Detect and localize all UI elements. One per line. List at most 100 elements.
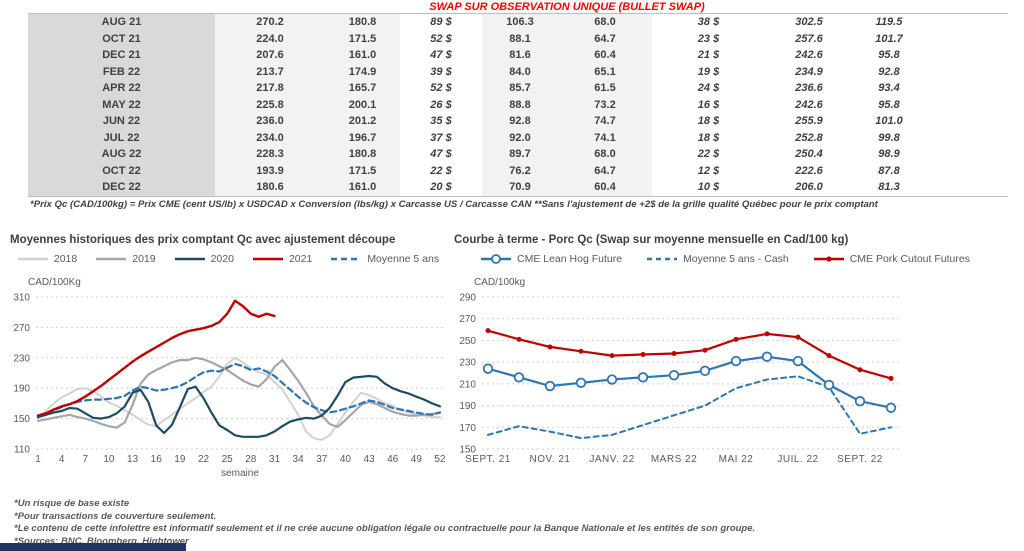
value-cell: 119.5 <box>875 16 903 28</box>
svg-text:25: 25 <box>222 454 234 465</box>
svg-text:43: 43 <box>363 454 375 465</box>
svg-text:CAD/100Kg: CAD/100Kg <box>28 277 81 288</box>
data-point <box>857 367 863 373</box>
value-cell: 106.3 <box>482 13 558 31</box>
value-cell: 270.2 <box>215 13 325 31</box>
legend-label: 2020 <box>210 253 234 265</box>
data-point <box>792 355 804 367</box>
value-cell: 64.7 <box>558 162 652 179</box>
data-point <box>671 350 677 356</box>
value-cell: 213.7 <box>215 63 325 80</box>
value-cell: 99.8 <box>878 131 900 144</box>
legend-item-cme-lean-hog-future: CME Lean Hog Future <box>480 253 622 265</box>
data-point <box>482 363 494 374</box>
footnotes-block: *Un risque de base existe *Pour transact… <box>14 498 755 548</box>
month-cell: MAY 22 <box>28 96 215 113</box>
month-cell: OCT 22 <box>28 162 215 179</box>
legend-label: 2021 <box>288 253 313 265</box>
value-cell <box>925 130 1008 147</box>
legend-label: 2018 <box>53 253 78 265</box>
value-cell: 234.9 <box>795 65 823 78</box>
historical-chart-canvas: 110 150 190 230 270 310 1 4 7 10 13 16 19 22 25 28 31 34 3… <box>13 277 446 479</box>
value-cell <box>925 146 1008 163</box>
table-row: AUG 22 228.3 180.8 47 $ 89.7 68.0 22 $ 250.4 98.… <box>28 146 1008 163</box>
legend-line-swatch <box>17 257 48 261</box>
value-cell: 16 $ <box>697 98 720 111</box>
value-cell: 161.0 <box>325 47 400 64</box>
value-cell: 180.8 <box>325 13 400 31</box>
data-point <box>826 353 832 359</box>
footer-accent-bar <box>0 543 186 551</box>
month-cell: AUG 22 <box>28 146 215 163</box>
data-point <box>733 336 739 342</box>
data-point <box>575 377 587 388</box>
value-cell: 60.4 <box>558 47 652 64</box>
table-row: DEC 22 180.6 161.0 20 $ 70.9 60.4 10 $ 206.0 81.… <box>28 179 1008 196</box>
data-point <box>485 328 491 334</box>
value-cell: 60.4 <box>558 179 652 196</box>
value-cell: 228.3 <box>215 146 325 163</box>
series-line-2021 <box>36 299 276 417</box>
value-cell: 68.0 <box>558 146 652 163</box>
legend-label: Moyenne 5 ans - Cash <box>683 253 789 265</box>
svg-text:19: 19 <box>174 454 186 465</box>
value-cell: 65.1 <box>558 63 652 80</box>
value-cell: 252.8 <box>795 131 823 144</box>
value-cell: 257.6 <box>795 32 823 45</box>
value-cell: 174.9 <box>325 63 400 80</box>
value-cell: 10 $ <box>697 181 720 193</box>
series-line-2019 <box>36 356 442 429</box>
value-cell: 193.9 <box>215 162 325 179</box>
data-point <box>578 348 584 354</box>
value-cell <box>925 14 1008 31</box>
value-cell: 101.7 <box>875 32 903 45</box>
data-point <box>668 369 680 381</box>
month-cell: APR 22 <box>28 80 215 97</box>
data-point <box>764 331 770 337</box>
table-row: OCT 21 224.0 171.5 52 $ 88.1 64.7 23 $ 257.6 101… <box>28 30 1008 47</box>
data-point <box>823 379 835 391</box>
value-cell: 39 $ <box>430 65 452 78</box>
table-row: OCT 22 193.9 171.5 22 $ 76.2 64.7 12 $ 222.6 87.… <box>28 162 1008 179</box>
svg-text:250: 250 <box>459 336 476 347</box>
series-line-2020 <box>36 374 442 438</box>
svg-text:150: 150 <box>459 445 476 456</box>
value-cell: 207.6 <box>215 47 325 64</box>
legend-item-2020: 2020 <box>174 253 234 265</box>
data-point <box>516 336 522 342</box>
value-cell: 225.8 <box>215 96 325 113</box>
svg-text:37: 37 <box>316 454 328 465</box>
svg-text:CAD/100kg: CAD/100kg <box>474 277 525 288</box>
data-point <box>544 380 556 392</box>
data-point <box>761 351 773 362</box>
svg-text:270: 270 <box>459 314 476 325</box>
svg-text:7: 7 <box>83 454 89 465</box>
value-cell: 47 $ <box>430 49 452 61</box>
svg-text:150: 150 <box>13 414 30 425</box>
value-cell <box>925 113 1008 130</box>
value-cell: 19 $ <box>697 65 720 78</box>
value-cell: 101.0 <box>875 115 903 127</box>
svg-text:22: 22 <box>198 454 210 465</box>
svg-text:NOV. 21: NOV. 21 <box>530 454 571 465</box>
legend-line-swatch <box>647 257 678 261</box>
month-cell: JUN 22 <box>28 113 215 130</box>
svg-text:semaine: semaine <box>221 468 259 479</box>
swap-table: AUG 21 270.2 180.8 89 $106.3 68.0 38 $302.5 11… <box>28 13 1008 197</box>
svg-text:190: 190 <box>13 384 30 395</box>
svg-text:MARS 22: MARS 22 <box>651 454 697 465</box>
chart-title: Courbe à terme - Porc Qc (Swap sur moyen… <box>454 234 849 246</box>
value-cell: 242.6 <box>795 98 823 111</box>
page-title: SWAP SUR OBSERVATION UNIQUE (BULLET SWAP… <box>429 1 705 13</box>
value-cell: 236.0 <box>215 113 325 130</box>
data-point <box>609 353 615 359</box>
data-point <box>888 375 894 381</box>
data-point <box>606 374 618 385</box>
value-cell: 68.0 <box>558 13 652 31</box>
data-point <box>702 347 708 353</box>
value-cell: 98.9 <box>878 148 900 160</box>
svg-text:170: 170 <box>459 423 476 434</box>
value-cell: 64.7 <box>558 30 652 47</box>
data-point <box>854 396 866 407</box>
value-cell: 23 $ <box>697 32 720 45</box>
